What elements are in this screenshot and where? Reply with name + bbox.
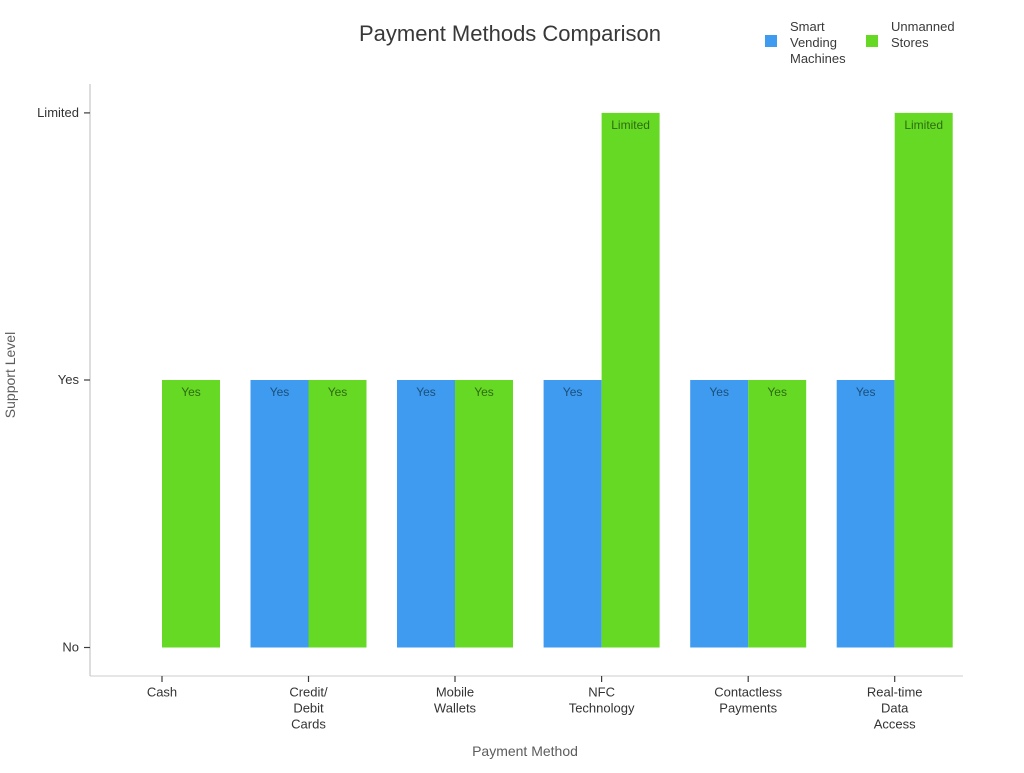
svg-text:Yes: Yes [416, 385, 436, 399]
svg-text:Payment Method: Payment Method [472, 743, 578, 759]
svg-text:NFC: NFC [588, 685, 615, 700]
svg-text:Payment Methods Comparison: Payment Methods Comparison [359, 21, 661, 46]
svg-text:Limited: Limited [904, 118, 943, 132]
svg-text:Support Level: Support Level [2, 332, 18, 418]
svg-text:Yes: Yes [856, 385, 876, 399]
svg-text:Yes: Yes [767, 385, 787, 399]
svg-text:Vending: Vending [790, 35, 837, 50]
svg-text:Contactless: Contactless [714, 685, 782, 700]
svg-text:Yes: Yes [58, 372, 80, 387]
svg-text:Yes: Yes [181, 385, 201, 399]
svg-text:Stores: Stores [891, 35, 929, 50]
svg-text:Real-time: Real-time [867, 685, 923, 700]
svg-text:Unmanned: Unmanned [891, 19, 955, 34]
svg-text:Machines: Machines [790, 51, 846, 66]
svg-text:Smart: Smart [790, 19, 825, 34]
svg-text:Yes: Yes [474, 385, 494, 399]
svg-text:Yes: Yes [563, 385, 583, 399]
svg-text:Cash: Cash [147, 685, 177, 700]
svg-text:No: No [62, 640, 79, 655]
svg-text:Limited: Limited [611, 118, 650, 132]
svg-text:Yes: Yes [709, 385, 729, 399]
svg-text:Mobile: Mobile [436, 685, 474, 700]
svg-text:Technology: Technology [569, 701, 635, 716]
svg-text:Limited: Limited [37, 105, 79, 120]
svg-text:Access: Access [874, 717, 916, 732]
svg-text:Yes: Yes [270, 385, 290, 399]
svg-text:Wallets: Wallets [434, 701, 477, 716]
svg-text:Data: Data [881, 701, 909, 716]
svg-text:Credit/: Credit/ [289, 685, 328, 700]
svg-text:Cards: Cards [291, 717, 326, 732]
svg-text:Payments: Payments [719, 701, 777, 716]
svg-text:Yes: Yes [328, 385, 348, 399]
svg-text:Debit: Debit [293, 701, 324, 716]
